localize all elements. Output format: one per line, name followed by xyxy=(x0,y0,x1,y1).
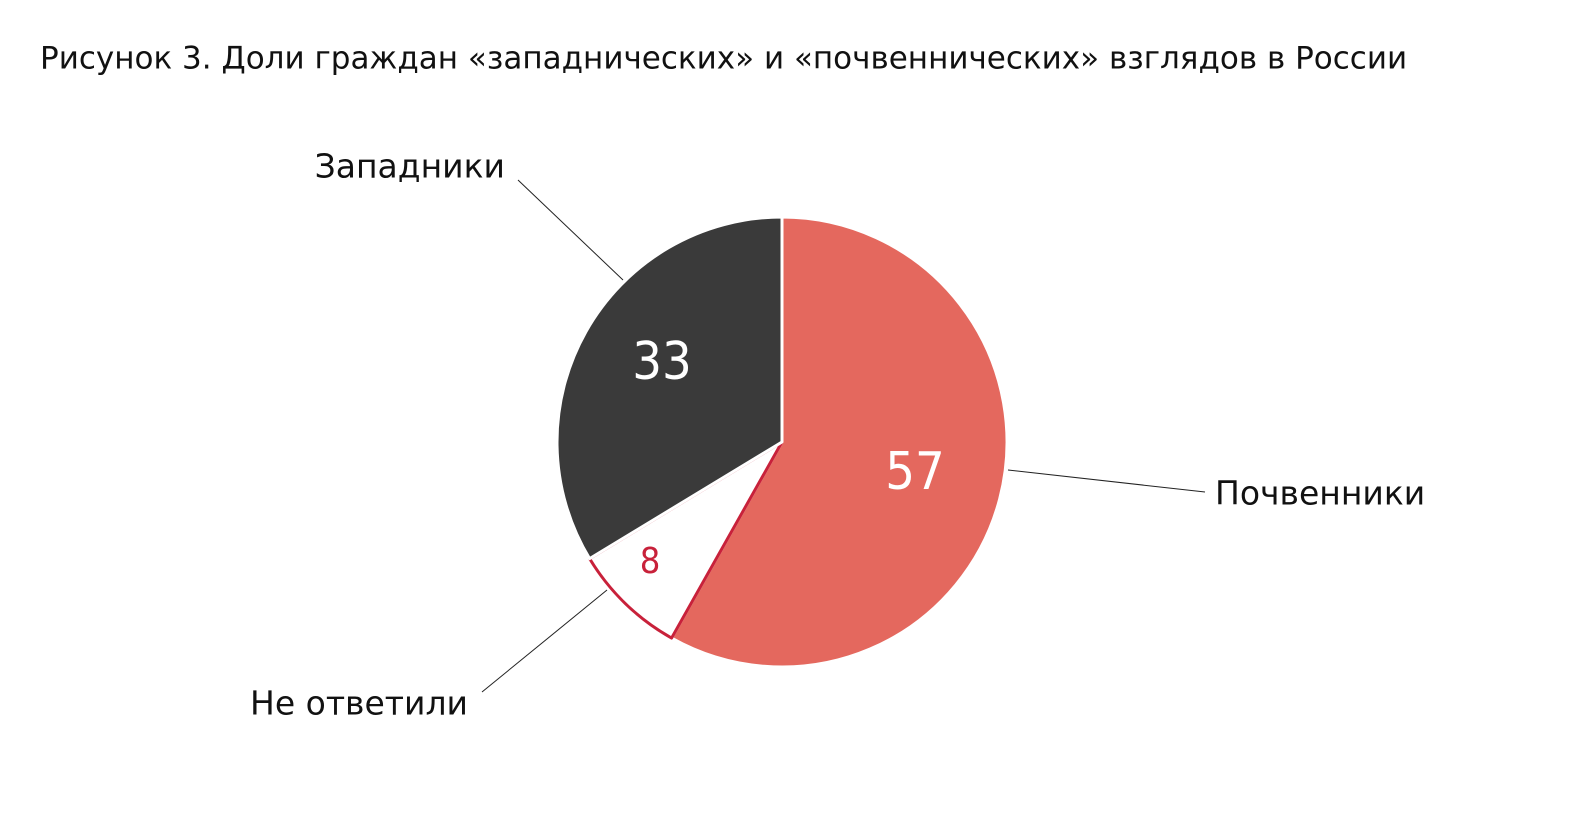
data-label: 57 xyxy=(885,442,945,502)
data-label: 33 xyxy=(632,332,692,392)
chart-title: Рисунок 3. Доли граждан «западнических» … xyxy=(40,41,1407,77)
category-label: Западники xyxy=(315,147,505,186)
leader-line xyxy=(517,179,624,281)
pie-slice xyxy=(555,215,784,561)
leader-line xyxy=(1007,469,1206,493)
pie-slice xyxy=(670,215,1009,669)
category-label: Не ответили xyxy=(250,684,468,723)
leader-line xyxy=(481,589,608,693)
pie-slice xyxy=(588,440,784,640)
data-label: 8 xyxy=(640,541,661,582)
category-label: Почвенники xyxy=(1215,474,1425,513)
